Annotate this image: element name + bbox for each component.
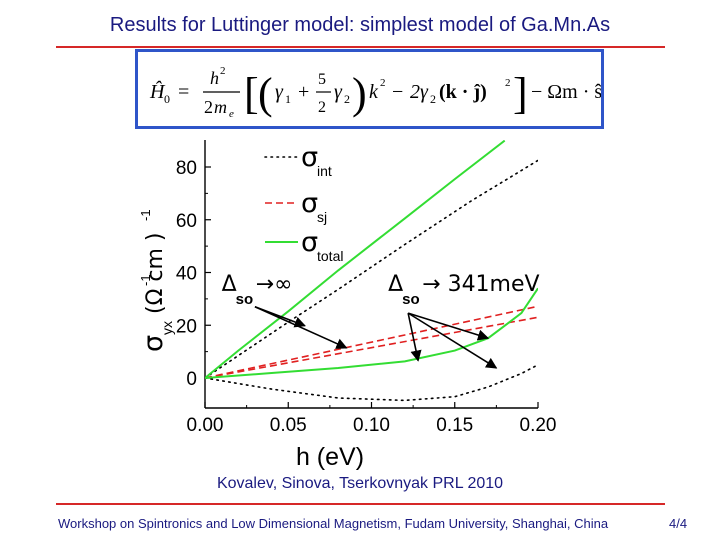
y-axis-label-exp-omega: -1 (138, 274, 153, 286)
slide-title: Results for Luttinger model: simplest mo… (109, 14, 611, 36)
series-line-int_inf (205, 159, 538, 379)
legend-label-sj: σ (301, 188, 318, 219)
formula-gamma1-sub: 1 (285, 92, 291, 106)
annotation-delta-0: Δ (222, 272, 237, 297)
formula-mass-sub: e (229, 108, 234, 120)
formula-h-hat: Ĥ (149, 80, 166, 103)
annotation-sub-0: so (236, 291, 254, 308)
y-tick-label: 40 (176, 264, 197, 285)
y-axis-label-sub: yx (159, 321, 175, 335)
formula-planck-sq: 2 (220, 65, 226, 77)
legend-sub-sj: sj (317, 209, 327, 225)
y-axis-label-units: (Ω cm ) (143, 233, 168, 315)
legend-label-int: σ (301, 142, 318, 173)
formula-k-sq: 2 (380, 77, 386, 89)
formula-two: 2 (204, 97, 213, 117)
chart-axes: 0.00 0.05 0.10 0.15 0.20 0 20 40 60 80 (176, 140, 557, 436)
chart-series (205, 140, 538, 402)
series-line-total_inf (205, 140, 506, 379)
x-axis-label: h (eV) (296, 443, 364, 471)
x-tick-label: 0.15 (436, 415, 473, 436)
series-line-sj_a (205, 305, 538, 379)
legend-sub-total: total (317, 248, 343, 264)
formula-planck: h (210, 68, 219, 88)
formula-two-gamma2-sub: 2 (430, 92, 436, 106)
annotation-arrow-0-1 (254, 306, 348, 349)
formula-five: 5 (318, 71, 326, 88)
y-tick-label: 80 (176, 158, 197, 179)
y-axis-label: σyx(Ω cm )-1-1 (138, 209, 175, 352)
formula-mass: m (214, 97, 227, 117)
formula-gamma2: γ (334, 81, 343, 103)
y-tick-label: 60 (176, 211, 197, 232)
y-axis-label-sigma: σ (138, 335, 169, 352)
x-tick-label: 0.00 (187, 415, 224, 436)
footer-rule (56, 503, 665, 505)
formula-bracket-open: [ (244, 69, 259, 118)
formula-paren-open: ( (258, 69, 273, 118)
formula-equals: = (178, 81, 189, 103)
x-tick-label: 0.05 (270, 415, 307, 436)
formula-plus: + (298, 81, 309, 103)
y-axis-label-exp-cm: -1 (138, 209, 153, 221)
annotation-arrow-1-0 (407, 312, 422, 362)
chart-axis-labels: h (eV)σyx(Ω cm )-1-1 (138, 209, 364, 471)
formula-gamma1: γ (275, 81, 284, 103)
formula-omega-term: − Ωm · ŝ (531, 81, 601, 103)
legend-sub-int: int (317, 163, 332, 179)
annotation-suffix-1: → 341meV (422, 272, 539, 297)
footer-text: Workshop on Spintronics and Low Dimensio… (58, 516, 609, 531)
formula-gamma2-sub: 2 (344, 92, 350, 106)
formula-paren-close: ) (352, 69, 367, 118)
series-line-sj_b (205, 316, 538, 379)
legend-label-total: σ (301, 227, 318, 258)
series-line-int_341 (205, 363, 538, 402)
formula-two-gamma2: 2γ (410, 81, 429, 103)
annotation-sub-1: so (402, 291, 420, 308)
y-tick-label: 20 (176, 316, 197, 337)
y-tick-label: 0 (186, 369, 197, 390)
series-line-total_341 (205, 287, 538, 379)
x-tick-label: 0.10 (353, 415, 390, 436)
hamiltonian-formula-box: Ĥ 0 = h 2 2 m e [ ( γ 1 + 5 2 γ 2 ) k 2 … (135, 49, 604, 129)
annotation-suffix-0: →∞ (256, 272, 293, 297)
formula-half-den: 2 (318, 99, 326, 116)
formula-kj-sq: 2 (505, 77, 511, 89)
title-rule (56, 46, 665, 48)
formula-k-dot-j: (k · ĵ) (439, 81, 487, 103)
x-tick-label: 0.20 (520, 415, 557, 436)
hamiltonian-formula: Ĥ 0 = h 2 2 m e [ ( γ 1 + 5 2 γ 2 ) k 2 … (149, 65, 601, 120)
formula-minus: − (392, 81, 403, 103)
formula-bracket-close: ] (513, 69, 528, 118)
formula-h-sub: 0 (164, 92, 170, 106)
annotation-arrow-1-2 (407, 312, 498, 369)
annotation-arrow-1-1 (407, 312, 490, 341)
page-number: 4/4 (669, 516, 688, 531)
chart-annotations: Δso→∞ Δso→ 341meV (222, 272, 540, 369)
citation: Kovalev, Sinova, Tserkovnyak PRL 2010 (216, 475, 504, 492)
formula-k: k (369, 81, 379, 103)
annotation-delta-1: Δ (388, 272, 403, 297)
